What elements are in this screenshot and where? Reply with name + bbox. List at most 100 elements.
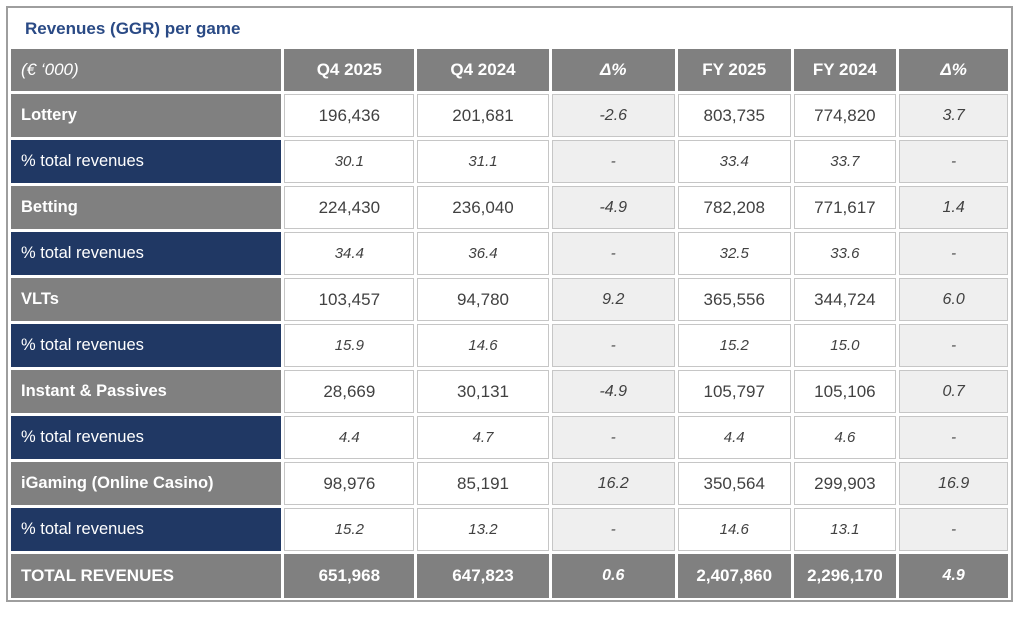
delta-percent-cell: 1.4 [899,186,1008,229]
row-label: VLTs [11,278,282,321]
row-label: Betting [11,186,282,229]
table-title-row: Revenues (GGR) per game [11,11,1008,46]
value-cell: 771,617 [793,186,897,229]
row-label: Instant & Passives [11,370,282,413]
total-revenues-row: TOTAL REVENUES 651,968 647,823 0.6 2,407… [11,554,1008,598]
delta-percent-cell: 6.0 [899,278,1008,321]
row-label: % total revenues [11,140,282,183]
pct-of-total-row: % total revenues 15.2 13.2-14.6 13.1- [11,508,1008,551]
value-cell: 4.4 [677,416,791,459]
col-header-fy-2024: FY 2024 [793,49,897,91]
value-cell: 344,724 [793,278,897,321]
total-value-q4-2025: 651,968 [284,554,415,598]
value-cell: 14.6 [677,508,791,551]
unit-label: (€ ‘000) [11,49,282,91]
row-label: % total revenues [11,508,282,551]
delta-percent-cell: - [551,416,675,459]
delta-percent-cell: - [899,324,1008,367]
delta-percent-cell: - [551,324,675,367]
delta-percent-cell: 0.7 [899,370,1008,413]
delta-percent-cell: - [899,508,1008,551]
delta-percent-cell: 3.7 [899,94,1008,137]
delta-percent-cell: - [899,416,1008,459]
row-label: % total revenues [11,416,282,459]
col-header-q4-2025: Q4 2025 [284,49,415,91]
total-delta-q4: 0.6 [551,554,675,598]
value-cell: 85,191 [417,462,549,505]
value-cell: 34.4 [284,232,415,275]
game-revenue-row: iGaming (Online Casino) 98,976 85,191 16.2 3… [11,462,1008,505]
value-cell: 15.2 [677,324,791,367]
value-cell: 31.1 [417,140,549,183]
value-cell: 236,040 [417,186,549,229]
value-cell: 803,735 [677,94,791,137]
column-header-row: (€ ‘000) Q4 2025 Q4 2024 Δ% FY 2025 FY 2… [11,49,1008,91]
value-cell: 15.9 [284,324,415,367]
col-header-delta-q4: Δ% [551,49,675,91]
row-label: % total revenues [11,232,282,275]
value-cell: 15.0 [793,324,897,367]
total-value-fy-2024: 2,296,170 [793,554,897,598]
row-label: iGaming (Online Casino) [11,462,282,505]
value-cell: 4.4 [284,416,415,459]
row-label: Lottery [11,94,282,137]
revenues-table-frame: Revenues (GGR) per game (€ ‘000) Q4 2025… [6,6,1013,602]
delta-percent-cell: - [899,232,1008,275]
game-revenue-row: Betting 224,430 236,040 -4.9 782,208 771,617 1… [11,186,1008,229]
value-cell: 782,208 [677,186,791,229]
delta-percent-cell: -4.9 [551,186,675,229]
value-cell: 33.4 [677,140,791,183]
delta-percent-cell: 9.2 [551,278,675,321]
col-header-fy-2025: FY 2025 [677,49,791,91]
total-value-q4-2024: 647,823 [417,554,549,598]
value-cell: 30.1 [284,140,415,183]
table-title: Revenues (GGR) per game [11,11,1008,46]
delta-percent-cell: -4.9 [551,370,675,413]
value-cell: 30,131 [417,370,549,413]
value-cell: 105,106 [793,370,897,413]
value-cell: 299,903 [793,462,897,505]
value-cell: 98,976 [284,462,415,505]
value-cell: 94,780 [417,278,549,321]
value-cell: 13.1 [793,508,897,551]
pct-of-total-row: % total revenues 4.4 4.7-4.4 4.6- [11,416,1008,459]
game-revenue-row: Instant & Passives 28,669 30,131 -4.9 105,79… [11,370,1008,413]
value-cell: 14.6 [417,324,549,367]
value-cell: 4.6 [793,416,897,459]
value-cell: 201,681 [417,94,549,137]
value-cell: 105,797 [677,370,791,413]
value-cell: 36.4 [417,232,549,275]
pct-of-total-row: % total revenues 15.9 14.6-15.2 15.0- [11,324,1008,367]
total-delta-fy: 4.9 [899,554,1008,598]
table-body: Lottery 196,436 201,681 -2.6 803,735 774,820 3… [11,94,1008,551]
value-cell: 28,669 [284,370,415,413]
delta-percent-cell: - [551,232,675,275]
pct-of-total-row: % total revenues 30.1 31.1-33.4 33.7- [11,140,1008,183]
delta-percent-cell: - [899,140,1008,183]
delta-percent-cell: 16.2 [551,462,675,505]
col-header-delta-fy: Δ% [899,49,1008,91]
total-value-fy-2025: 2,407,860 [677,554,791,598]
value-cell: 196,436 [284,94,415,137]
value-cell: 103,457 [284,278,415,321]
game-revenue-row: VLTs 103,457 94,780 9.2 365,556 344,724 6.0 [11,278,1008,321]
delta-percent-cell: - [551,140,675,183]
delta-percent-cell: -2.6 [551,94,675,137]
pct-of-total-row: % total revenues 34.4 36.4-32.5 33.6- [11,232,1008,275]
value-cell: 33.6 [793,232,897,275]
value-cell: 350,564 [677,462,791,505]
value-cell: 224,430 [284,186,415,229]
value-cell: 774,820 [793,94,897,137]
value-cell: 13.2 [417,508,549,551]
row-label: % total revenues [11,324,282,367]
delta-percent-cell: - [551,508,675,551]
value-cell: 4.7 [417,416,549,459]
revenues-per-game-table: Revenues (GGR) per game (€ ‘000) Q4 2025… [8,8,1011,601]
value-cell: 365,556 [677,278,791,321]
delta-percent-cell: 16.9 [899,462,1008,505]
total-row-label: TOTAL REVENUES [11,554,282,598]
value-cell: 33.7 [793,140,897,183]
col-header-q4-2024: Q4 2024 [417,49,549,91]
value-cell: 15.2 [284,508,415,551]
